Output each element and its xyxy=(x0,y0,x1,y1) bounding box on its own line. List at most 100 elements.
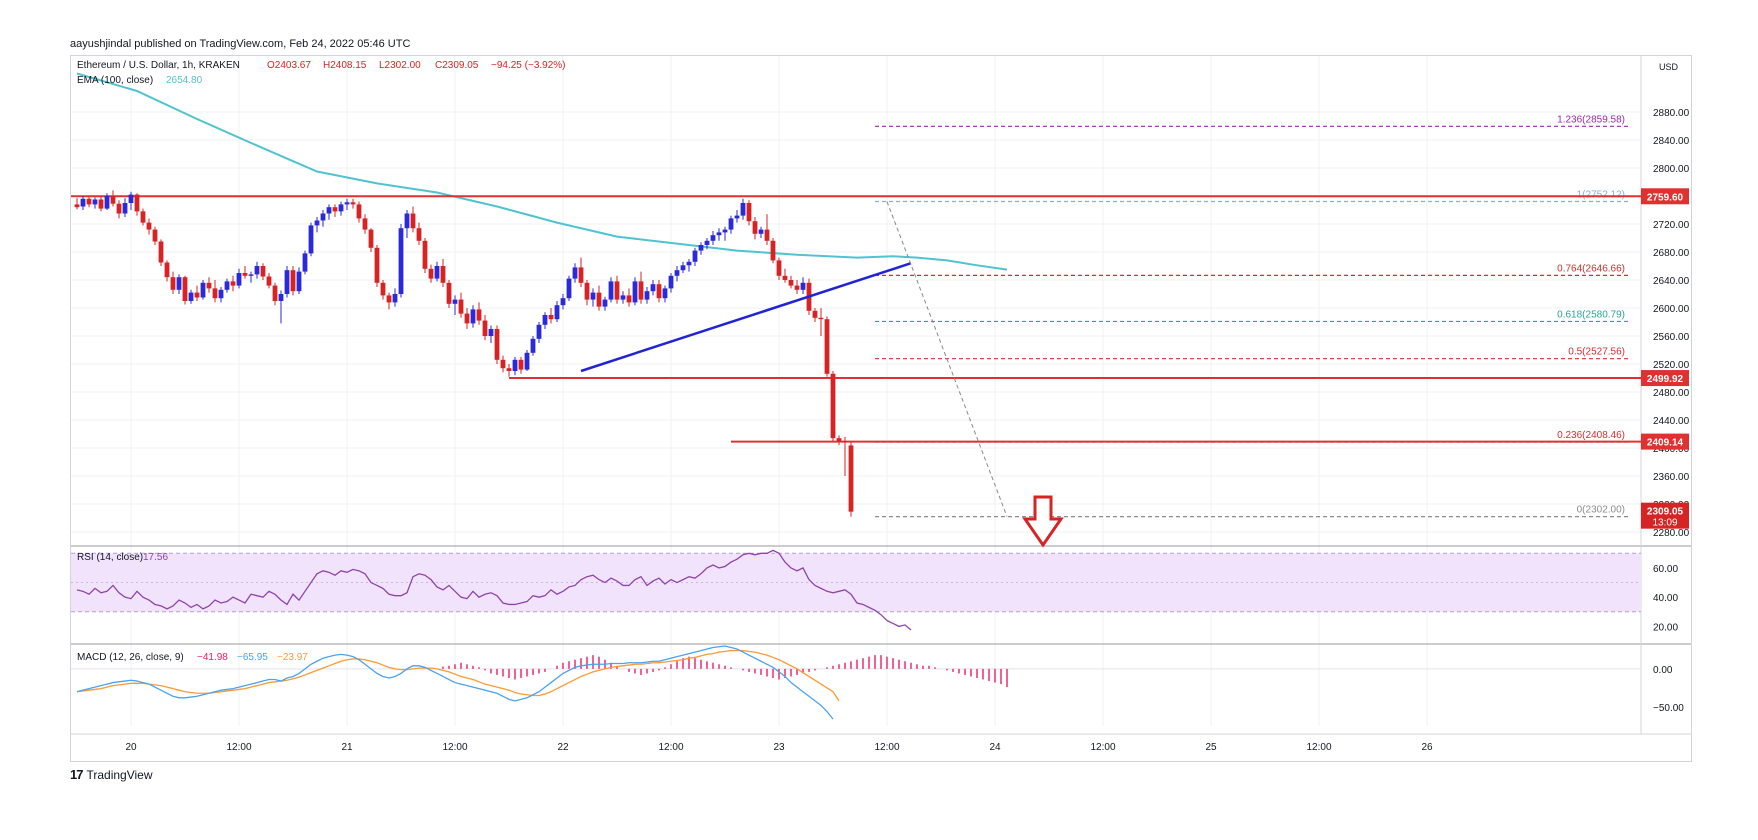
candle-body xyxy=(584,282,590,300)
tradingview-logo-icon: 17 xyxy=(70,767,84,782)
candle-body xyxy=(164,262,170,278)
candle-body xyxy=(578,267,584,283)
candle-body xyxy=(128,194,134,203)
ohlc-low: L2302.00 xyxy=(379,60,421,71)
fib-label-0.618: 0.618(2580.79) xyxy=(1557,309,1625,320)
candle-body xyxy=(704,240,710,245)
candle-body xyxy=(680,265,686,271)
fib-label-0.764: 0.764(2646.66) xyxy=(1557,263,1625,274)
candle-body xyxy=(536,324,542,339)
y-tick-label-2: 2800.00 xyxy=(1653,164,1690,175)
candle-body xyxy=(302,253,308,272)
candle-body xyxy=(446,282,452,304)
candle-body xyxy=(218,289,224,299)
y-tick-label-13: 2360.00 xyxy=(1653,472,1690,483)
fib-label-1.236: 1.236(2859.58) xyxy=(1557,114,1625,125)
candle-body xyxy=(272,285,278,301)
candle-body xyxy=(188,292,194,301)
candle-body xyxy=(368,229,374,248)
candle-body xyxy=(656,284,662,299)
x-tick-label-2: 21 xyxy=(341,742,353,753)
candle-body xyxy=(758,229,764,234)
candle-body xyxy=(398,228,404,294)
x-tick-label-0: 20 xyxy=(125,742,137,753)
candle-body xyxy=(818,317,824,320)
candle-body xyxy=(338,204,344,212)
candle-body xyxy=(800,282,806,290)
rsi-tick-label-0: 60.00 xyxy=(1653,564,1678,575)
candle-body xyxy=(158,241,164,263)
candle-body xyxy=(770,240,776,261)
candle-body xyxy=(206,282,212,289)
tradingview-logo: 17 TradingView xyxy=(70,767,153,782)
candle-body xyxy=(488,329,494,336)
candle-body xyxy=(848,445,854,512)
candle-body xyxy=(716,232,722,236)
candle-body xyxy=(728,218,734,230)
candle-body xyxy=(314,220,320,226)
x-tick-label-1: 12:00 xyxy=(226,742,251,753)
candle-body xyxy=(500,359,506,369)
price-tag-2: 2409.14 xyxy=(1647,438,1684,449)
macd-signal-line xyxy=(76,649,840,702)
candle-body xyxy=(602,299,608,307)
candle-body xyxy=(710,235,716,241)
candle-body xyxy=(836,438,842,441)
candle-body xyxy=(764,229,770,241)
candle-body xyxy=(380,282,386,296)
candle-body xyxy=(830,373,836,439)
candle-body xyxy=(356,204,362,219)
candle-body xyxy=(686,261,692,266)
candle-body xyxy=(266,276,272,286)
candle-body xyxy=(590,292,596,300)
candle-body xyxy=(404,213,410,229)
x-tick-label-10: 25 xyxy=(1205,742,1217,753)
symbol-name: Ethereum / U.S. Dollar, 1h, KRAKEN xyxy=(77,60,240,71)
candle-body xyxy=(392,294,398,303)
candle-body xyxy=(170,277,176,290)
ema-legend-label: EMA (100, close) xyxy=(77,75,153,86)
y-tick-label-11: 2440.00 xyxy=(1653,416,1690,427)
candle-body xyxy=(782,275,788,280)
candle-body xyxy=(152,229,158,242)
candle-body xyxy=(752,221,758,234)
rsi-legend-label: RSI (14, close) xyxy=(77,552,143,563)
fib-projection-line xyxy=(886,201,1008,517)
macd-tick-label-0: 0.00 xyxy=(1653,665,1673,676)
candle-body xyxy=(200,282,206,298)
candle-body xyxy=(176,277,182,290)
candle-body xyxy=(824,319,830,374)
x-tick-label-8: 24 xyxy=(989,742,1001,753)
candle-body xyxy=(614,281,620,300)
candle-body xyxy=(524,352,530,370)
candle-body xyxy=(290,270,296,292)
candle-body xyxy=(494,329,500,360)
y-tick-label-9: 2520.00 xyxy=(1653,360,1690,371)
candle-body xyxy=(362,218,368,230)
price-tag-1: 2499.92 xyxy=(1647,374,1684,385)
macd-legend-macd: −65.95 xyxy=(237,652,268,663)
candle-body xyxy=(650,284,656,292)
candle-body xyxy=(80,198,86,207)
candle-body xyxy=(470,309,476,324)
candle-body xyxy=(608,281,614,300)
candle-body xyxy=(554,305,560,320)
ohlc-change: −94.25 (−3.92%) xyxy=(491,60,566,71)
candle-body xyxy=(464,313,470,324)
candle-body xyxy=(572,267,578,279)
ema-legend-value: 2654.80 xyxy=(166,75,203,86)
candle-body xyxy=(326,207,332,214)
ohlc-close: C2309.05 xyxy=(435,60,479,71)
candle-body xyxy=(284,270,290,294)
x-tick-label-12: 26 xyxy=(1421,742,1433,753)
x-tick-label-5: 12:00 xyxy=(658,742,683,753)
candle-body xyxy=(140,211,146,223)
candle-body xyxy=(674,270,680,276)
ohlc-high: H2408.15 xyxy=(323,60,367,71)
candle-body xyxy=(194,292,200,298)
publisher-line: aayushjindal published on TradingView.co… xyxy=(70,38,411,50)
candle-body xyxy=(548,315,554,320)
candle-body xyxy=(374,247,380,283)
price-tag-bg-1 xyxy=(1641,370,1689,387)
candle-body xyxy=(260,266,266,277)
